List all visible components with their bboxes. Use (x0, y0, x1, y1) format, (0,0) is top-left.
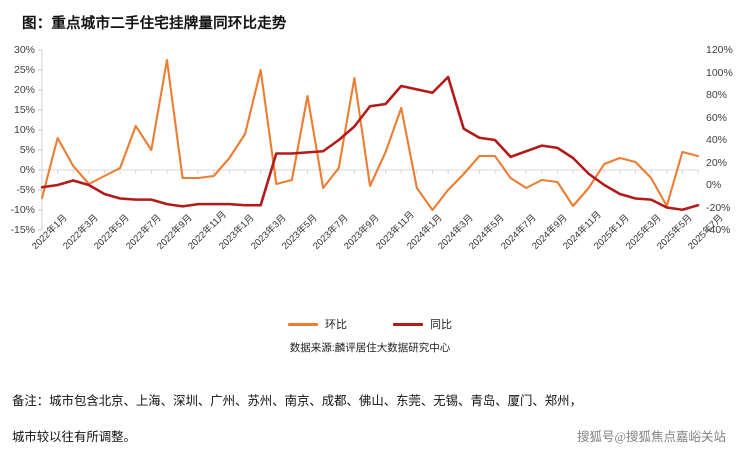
right-axis-tick-label: -40% (706, 224, 731, 236)
left-axis-tick-label: -10% (10, 204, 35, 216)
legend-label-tongbi: 同比 (430, 319, 452, 331)
chart-source: 数据来源:麟评居住大数据研究中心 (289, 342, 451, 354)
legend-swatch-huanbi (288, 322, 318, 326)
footnote-line-1: 备注：城市包含北京、上海、深圳、广州、苏州、南京、成都、佛山、东莞、无锡、青岛、… (12, 394, 582, 408)
right-axis-tick-label: -20% (706, 201, 731, 214)
right-axis-tick-label: 120% (706, 44, 733, 56)
right-axis-tick-label: 80% (706, 89, 728, 101)
left-axis-tick-label: -5% (16, 184, 35, 196)
chart-figure: 图：重点城市二手住宅挂牌量同环比走势 2022年1月 2022年3月 2022年5月… (0, 16, 740, 354)
watermark: 搜狐号@搜狐焦点嘉峪关站 (576, 430, 726, 444)
plot-area (0, 44, 740, 244)
chart-title: 图：重点城市二手住宅挂牌量同环比走势 (22, 16, 287, 32)
left-axis-tick-label: 10% (13, 124, 35, 136)
left-axis-tick-label: 15% (13, 104, 35, 116)
chart-legend: 环比 同比 (0, 316, 740, 332)
right-axis-tick-label: 60% (706, 111, 728, 124)
right-axis-tick-label: 100% (706, 66, 733, 79)
right-axis-tick-label: 40% (706, 134, 728, 146)
footnote-line-2: 城市较以往有所调整。 (12, 430, 136, 444)
x-axis-labels: 2022年1月 2022年3月 2022年5月 2022年7月 2022年9月 2022年… (0, 209, 740, 310)
left-axis-tick-label: 20% (13, 84, 35, 96)
left-axis-tick-label: 5% (19, 144, 35, 156)
left-axis-tick-label: 0% (19, 164, 35, 176)
legend-swatch-tongbi (393, 322, 423, 326)
legend-item-tongbi[interactable]: 同比 (393, 316, 452, 332)
chart-canvas (38, 49, 700, 231)
right-axis-tick-label: 20% (706, 156, 728, 169)
series-line-tongbi (40, 75, 700, 212)
series-line-huanbi (40, 58, 700, 212)
legend-item-huanbi[interactable]: 环比 (288, 316, 347, 332)
left-axis-tick-label: -15% (10, 224, 35, 236)
left-axis-tick-label: 30% (13, 44, 35, 56)
right-axis-tick-label: 0% (706, 179, 722, 191)
legend-label-huanbi: 环比 (325, 319, 347, 331)
left-axis-tick-label: 25% (13, 64, 35, 76)
